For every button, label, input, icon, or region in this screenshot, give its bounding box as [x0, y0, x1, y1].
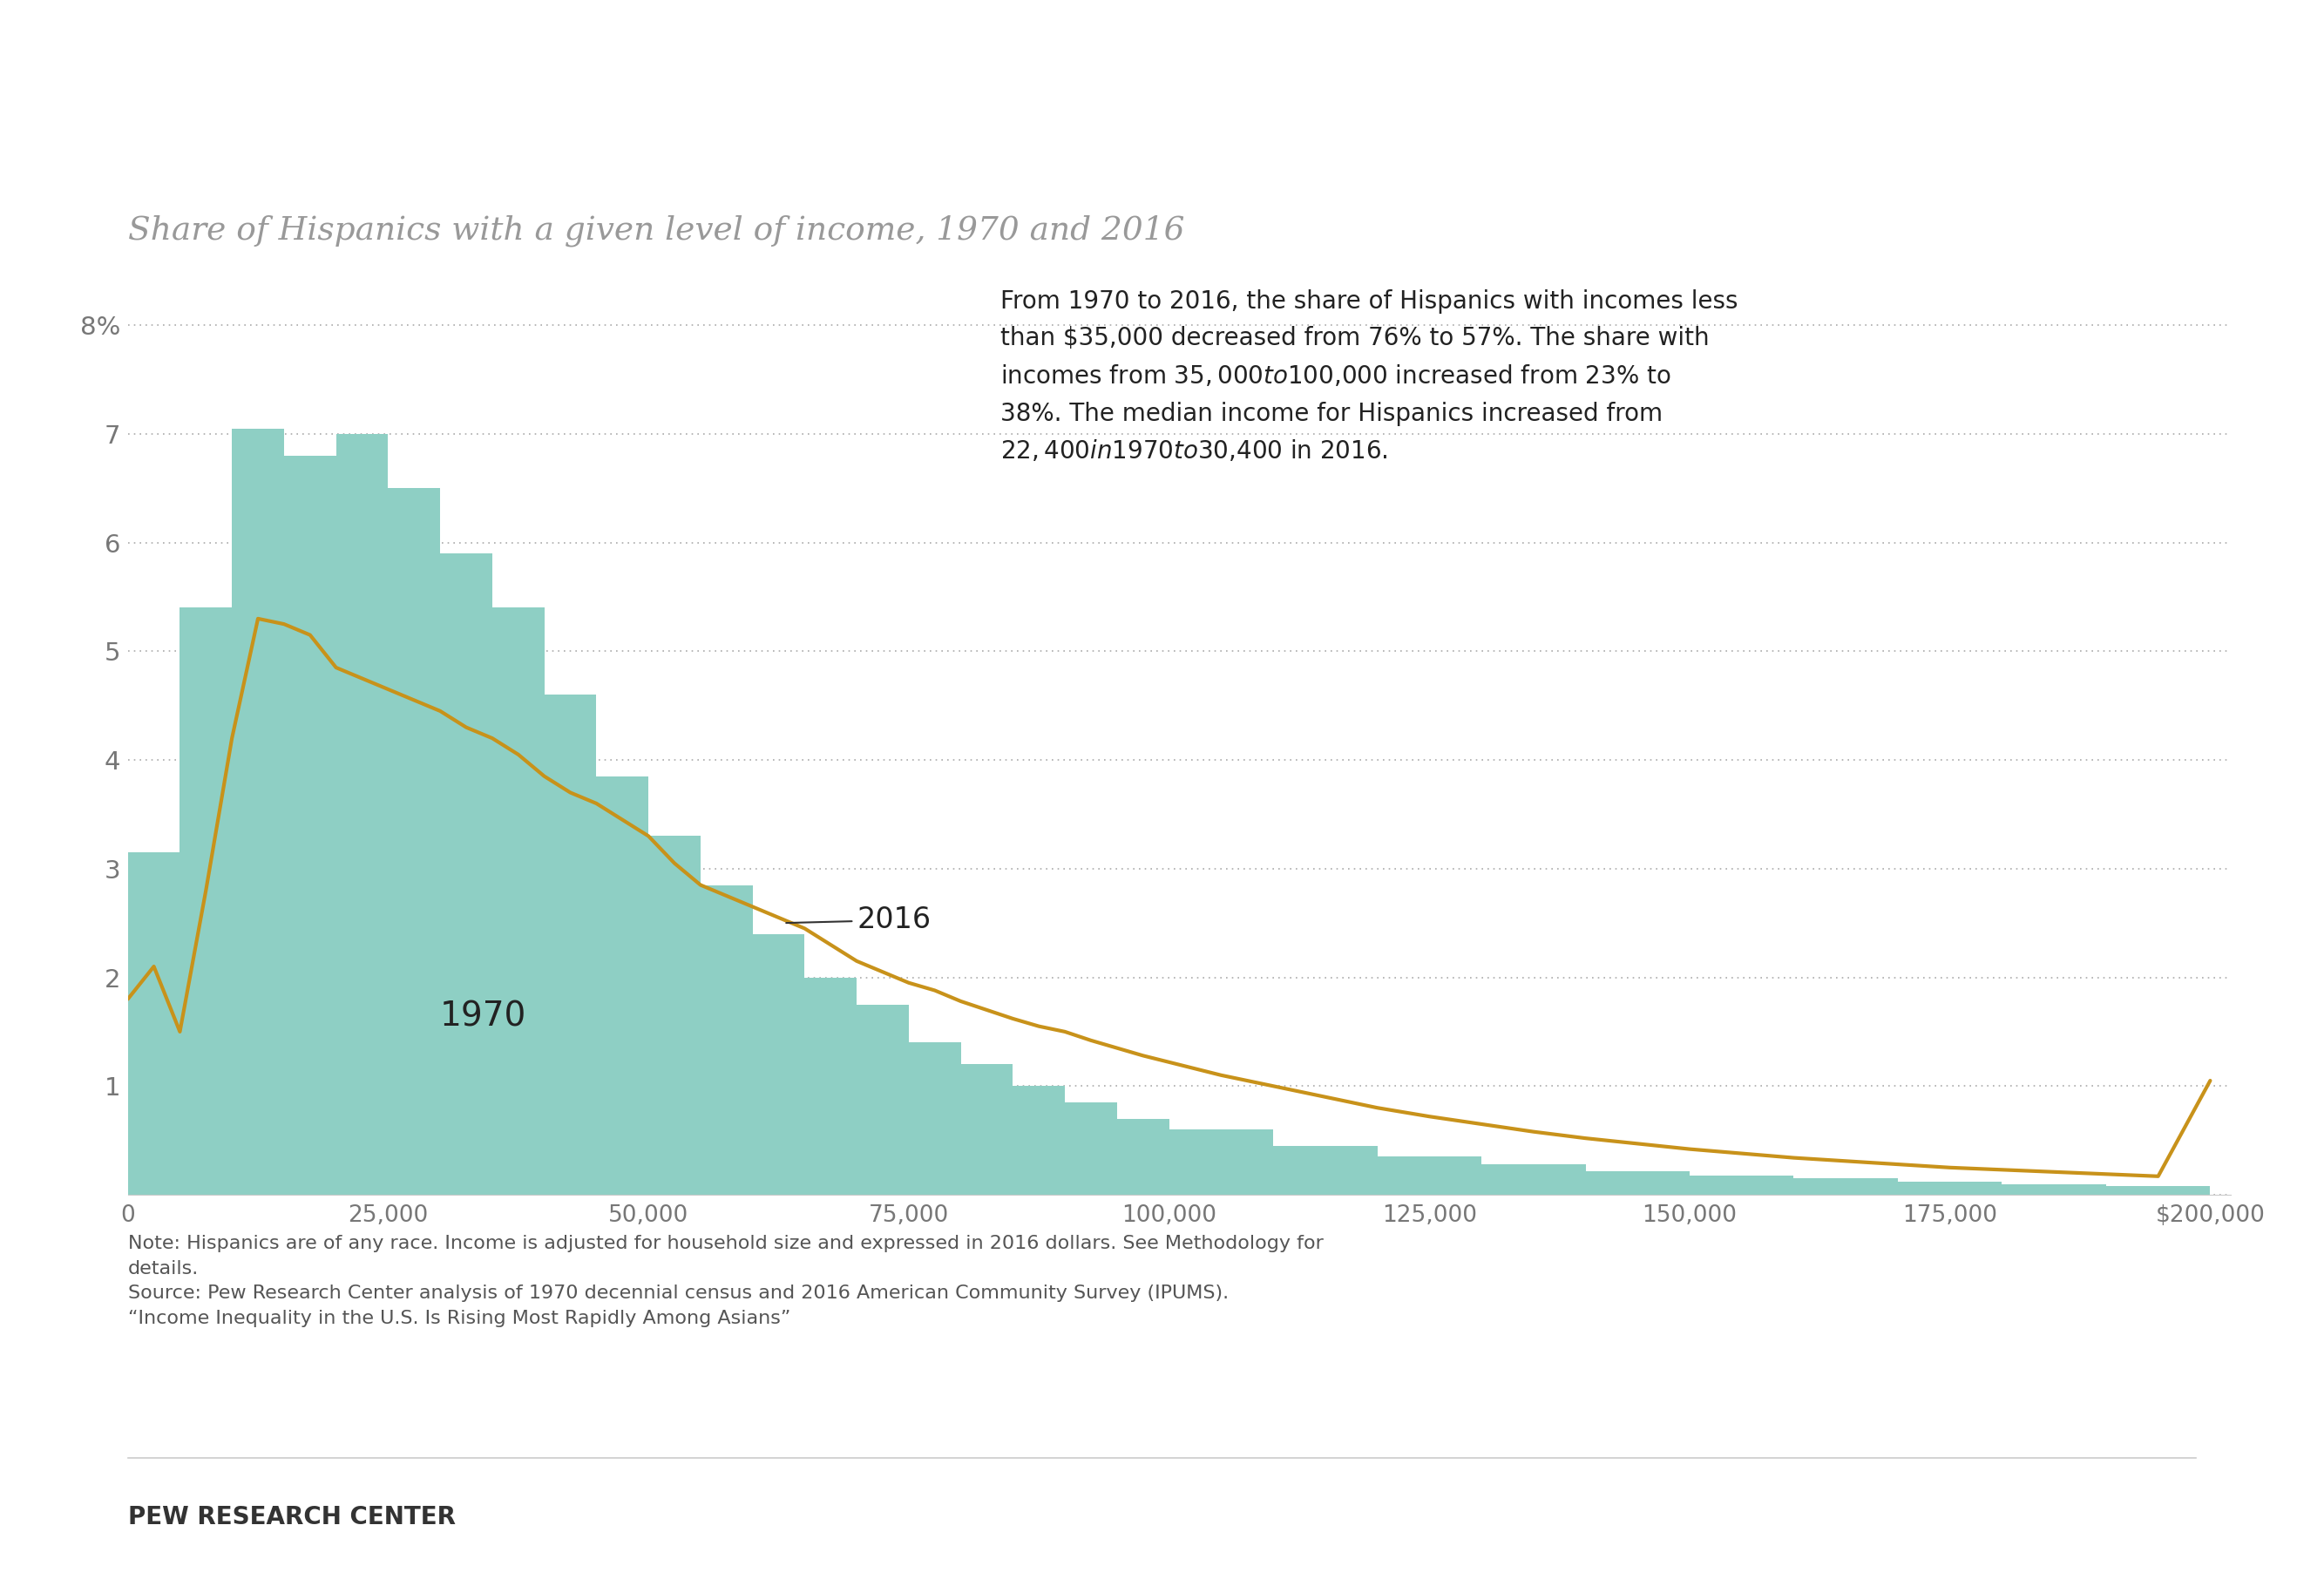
Bar — [439, 553, 493, 1195]
Bar — [337, 433, 388, 1195]
Bar — [597, 776, 648, 1195]
Bar — [1899, 1182, 2001, 1195]
Text: From 1970 to 2016, the share of Hispanics with incomes less
than $35,000 decreas: From 1970 to 2016, the share of Hispanic… — [1002, 290, 1738, 464]
Bar — [1480, 1164, 1585, 1195]
Text: PEW RESEARCH CENTER: PEW RESEARCH CENTER — [128, 1505, 456, 1529]
Bar — [1794, 1179, 1899, 1195]
Bar — [960, 1064, 1013, 1195]
Bar — [648, 836, 700, 1195]
Bar — [493, 609, 544, 1195]
Bar — [909, 1042, 960, 1195]
Bar — [179, 609, 232, 1195]
Bar — [388, 487, 439, 1195]
Text: 2016: 2016 — [786, 906, 932, 935]
Bar — [2001, 1184, 2106, 1195]
Bar — [753, 933, 804, 1195]
Bar — [1378, 1157, 1480, 1195]
Bar — [544, 695, 597, 1195]
Text: Share of Hispanics with a given level of income, 1970 and 2016: Share of Hispanics with a given level of… — [128, 215, 1185, 247]
Bar — [1118, 1118, 1169, 1195]
Bar — [1013, 1086, 1064, 1195]
Bar — [128, 852, 179, 1195]
Bar — [1064, 1102, 1118, 1195]
Bar — [700, 886, 753, 1195]
Text: Note: Hispanics are of any race. Income is adjusted for household size and expre: Note: Hispanics are of any race. Income … — [128, 1235, 1322, 1327]
Bar — [284, 456, 337, 1195]
Bar — [1690, 1176, 1794, 1195]
Text: 1970: 1970 — [439, 1000, 528, 1034]
Bar — [2106, 1187, 2210, 1195]
Bar — [1169, 1129, 1274, 1195]
Bar — [1585, 1171, 1690, 1195]
Bar — [232, 429, 284, 1195]
Bar — [858, 1005, 909, 1195]
Bar — [1274, 1145, 1378, 1195]
Bar — [804, 978, 858, 1195]
